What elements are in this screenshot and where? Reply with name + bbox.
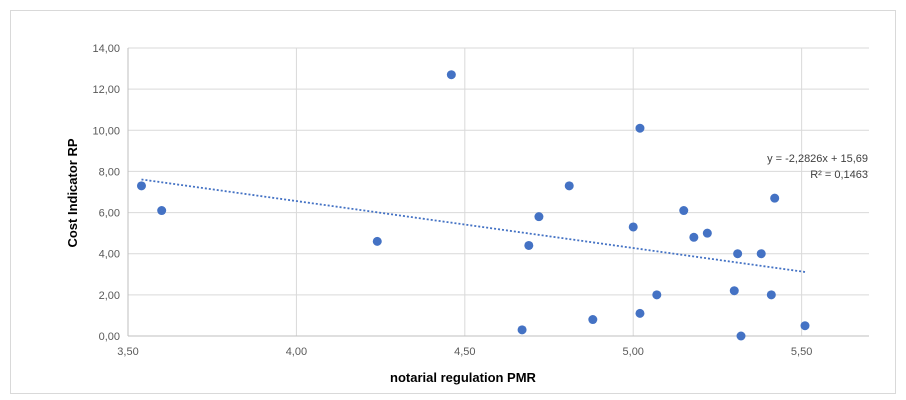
- data-point: [372, 236, 382, 246]
- data-point: [702, 228, 712, 238]
- data-point: [564, 181, 574, 191]
- x-tick-label: 4,50: [454, 346, 475, 358]
- tick-labels: 0,00 2,00 4,00 6,00 8,00 10,00 12,00 14,00 3,50 4…: [92, 43, 812, 358]
- y-tick-label: 12,00: [92, 84, 120, 96]
- y-tick-label: 8,00: [99, 166, 120, 178]
- data-point: [736, 331, 746, 341]
- x-tick-label: 5,50: [791, 346, 812, 358]
- data-point: [729, 286, 739, 296]
- axes: [127, 48, 869, 337]
- x-tick-label: 3,50: [117, 346, 138, 358]
- data-point: [689, 232, 699, 242]
- gridlines: [128, 47, 869, 336]
- data-point: [652, 290, 662, 300]
- data-point: [157, 206, 167, 216]
- data-point: [517, 325, 527, 335]
- trendline: [141, 178, 806, 273]
- y-tick-label: 2,00: [99, 290, 120, 302]
- y-axis-title: Cost Indicator RP: [65, 138, 80, 247]
- data-point: [136, 181, 146, 191]
- data-point: [766, 290, 776, 300]
- x-tick-label: 4,00: [286, 346, 307, 358]
- y-tick-label: 0,00: [99, 331, 120, 343]
- data-point: [628, 222, 638, 232]
- y-tick-label: 14,00: [92, 43, 120, 55]
- data-point: [679, 206, 689, 216]
- y-tick-label: 6,00: [99, 208, 120, 220]
- data-point: [446, 70, 456, 80]
- data-point: [800, 321, 810, 331]
- x-axis-title: notarial regulation PMR: [390, 370, 537, 385]
- data-point: [534, 212, 544, 222]
- data-point: [588, 315, 598, 325]
- data-point: [733, 249, 743, 259]
- trendline-r2: R² = 0,1463: [810, 169, 868, 181]
- data-points: [136, 70, 810, 341]
- data-point: [756, 249, 766, 259]
- y-tick-label: 10,00: [92, 125, 120, 137]
- x-tick-label: 5,00: [623, 346, 644, 358]
- trendline-group: [141, 178, 806, 273]
- data-point: [524, 240, 534, 250]
- y-tick-label: 4,00: [99, 249, 120, 261]
- data-point: [635, 123, 645, 133]
- data-point: [770, 193, 780, 203]
- data-point: [635, 308, 645, 318]
- trendline-equation: y = -2,2826x + 15,69: [767, 153, 868, 165]
